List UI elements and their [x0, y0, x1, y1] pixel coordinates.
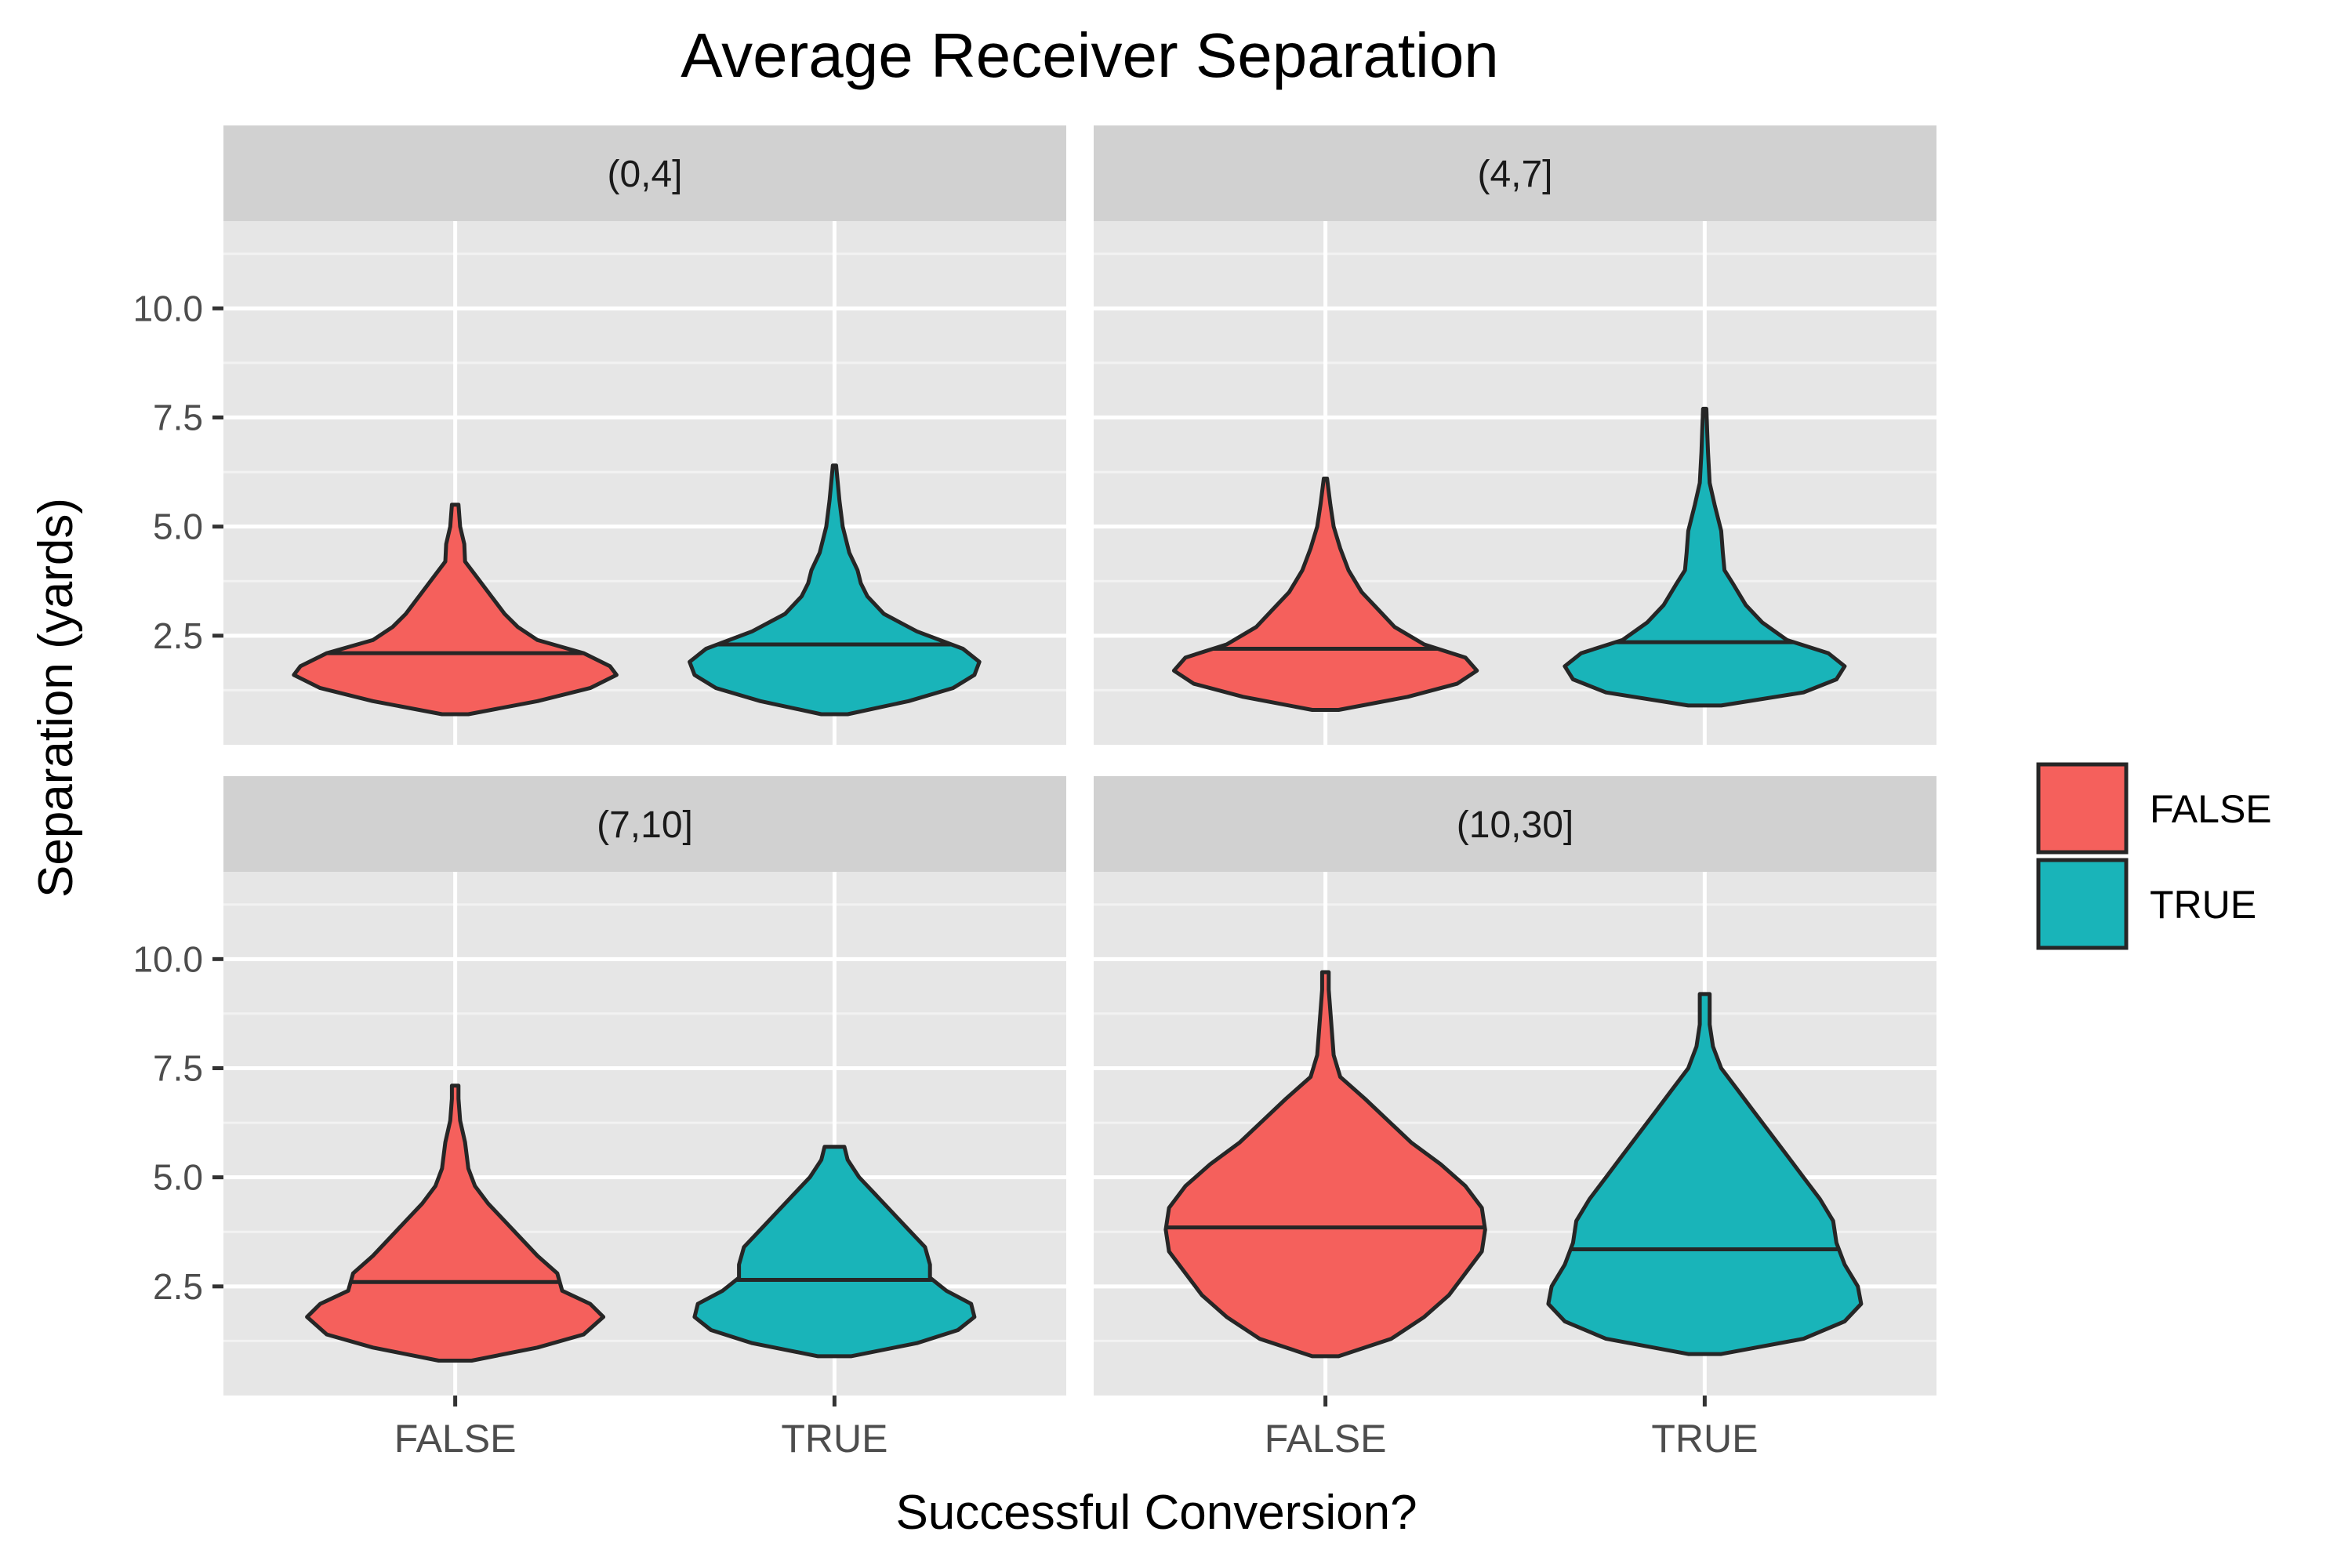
x-tick-label: FALSE	[1265, 1417, 1387, 1461]
x-tick-label: TRUE	[1651, 1417, 1758, 1461]
y-tick-label: 2.5	[153, 615, 203, 656]
facet-strip	[1094, 125, 1936, 221]
legend: FALSE TRUE	[2036, 762, 2272, 950]
legend-swatch-true	[2036, 858, 2129, 950]
facet-panel: (0,4] 2.5 5.0 7.5 10.0	[132, 125, 1066, 745]
x-tick-label: TRUE	[781, 1417, 887, 1461]
y-tick-label: 5.0	[153, 506, 203, 547]
violin-false	[1163, 970, 1487, 1359]
y-tick-label: 10.0	[132, 938, 203, 979]
y-tick-label: 2.5	[153, 1266, 203, 1307]
y-tick-label: 7.5	[153, 397, 203, 438]
facet-strip	[223, 776, 1066, 872]
legend-swatch-false	[2036, 762, 2129, 855]
facet-strip	[1094, 776, 1936, 872]
violin-true	[692, 1145, 977, 1359]
legend-label: FALSE	[2150, 787, 2272, 831]
facet-strip-label: (4,7]	[1477, 154, 1552, 195]
facet-strip-label: (10,30]	[1457, 804, 1573, 846]
y-axis-label: Separation (yards)	[29, 498, 83, 898]
violin-false	[305, 1083, 606, 1363]
x-tick-label: FALSE	[394, 1417, 517, 1461]
legend-label: TRUE	[2150, 883, 2256, 927]
y-tick-label: 5.0	[153, 1157, 203, 1198]
violin-true	[1563, 406, 1847, 708]
x-axis-label: Successful Conversion?	[895, 1486, 1417, 1540]
facet-panel: (7,10] 2.5 5.0 7.5 10.0 FALSE TRUE	[132, 776, 1066, 1461]
y-tick-label: 7.5	[153, 1048, 203, 1089]
facet-panel: (4,7]	[1094, 125, 1936, 745]
facets: (0,4] 2.5 5.0 7.5 10.0 (4,7] (7,10] 2.5 5.0 7.5 10…	[132, 125, 1936, 1461]
facet-strip	[223, 125, 1066, 221]
violin-true	[1546, 992, 1864, 1356]
facet-strip-label: (0,4]	[607, 154, 682, 195]
facet-panel: (10,30] FALSE TRUE	[1094, 776, 1936, 1461]
y-tick-label: 10.0	[132, 288, 203, 328]
chart-title: Average Receiver Separation	[681, 20, 1499, 90]
facet-strip-label: (7,10]	[597, 804, 693, 846]
